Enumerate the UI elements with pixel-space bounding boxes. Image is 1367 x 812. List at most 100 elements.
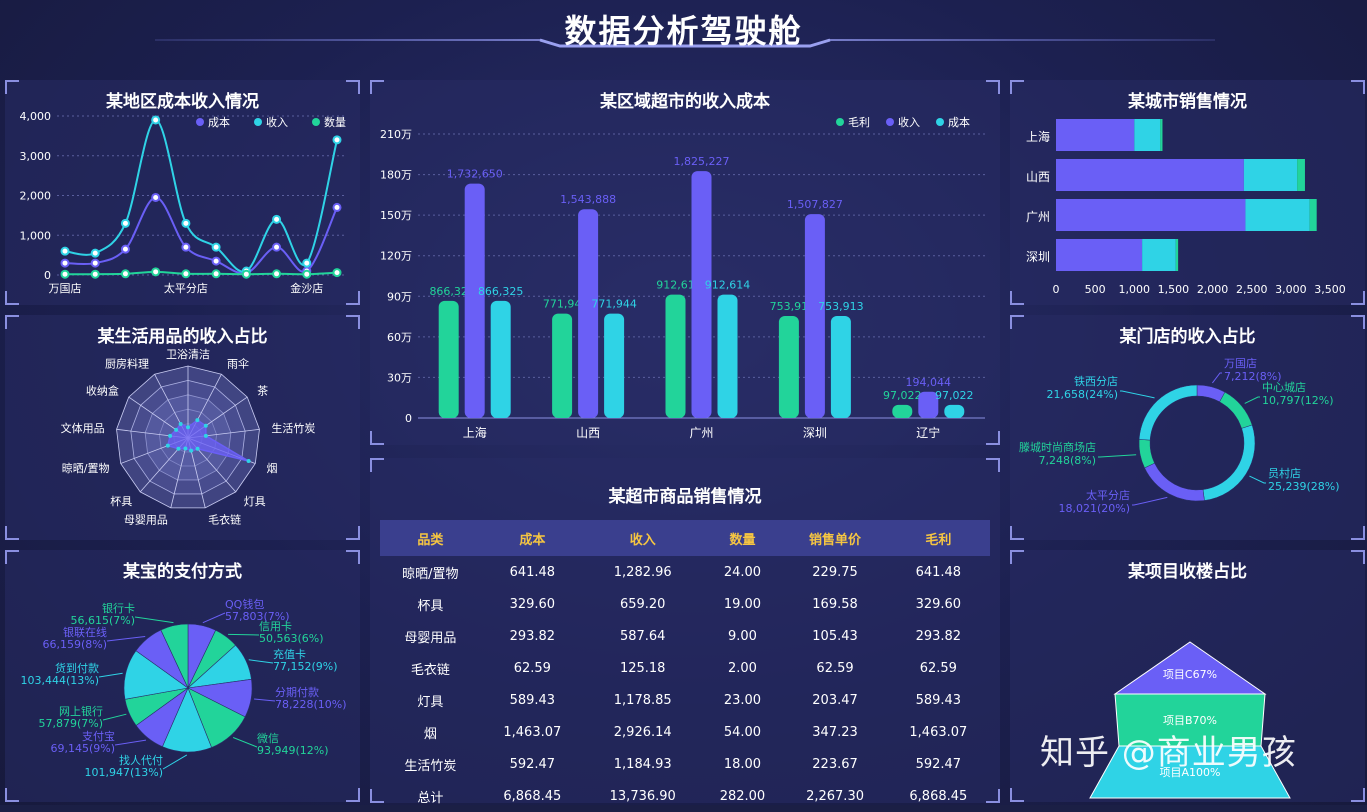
data-point	[90, 258, 100, 268]
data-label: 97,022	[935, 389, 974, 402]
bar	[464, 183, 485, 418]
data-label: 753,91	[770, 300, 809, 313]
bar-segment	[1160, 119, 1163, 151]
panel-title: 某宝的支付方式	[123, 562, 242, 582]
corner	[1351, 80, 1365, 94]
table-cell: 生活竹炭	[404, 758, 457, 774]
y-tick-label: 深圳	[1026, 250, 1050, 264]
slice-name-label: 充值卡	[273, 647, 306, 661]
leader-line	[114, 739, 147, 746]
slice-value-label: 18,021(20%)	[1058, 502, 1130, 515]
data-point	[60, 246, 70, 256]
table-row: 母婴用品 293.82 587.64 9.00 105.43 293.82	[380, 620, 990, 652]
bar	[918, 391, 939, 418]
table-cell: 203.47	[812, 692, 858, 708]
slice-name-label: 找人代付	[119, 753, 163, 767]
y-tick-label: 150万	[380, 209, 412, 222]
corner	[1010, 550, 1024, 564]
legend-label: 成本	[208, 115, 230, 129]
bar-segment	[1297, 159, 1305, 191]
slice-value-label: 7,248(8%)	[1038, 454, 1096, 467]
bar-segment	[1243, 159, 1298, 191]
radar-point	[174, 427, 179, 432]
donut-slice	[1202, 424, 1256, 501]
table-row: 烟 1,463.07 2,926.14 54.00 347.23 1,463.07	[380, 716, 990, 748]
leader-line	[162, 754, 188, 770]
table-header-cell: 毛利	[886, 520, 990, 556]
slice-value-label: 21,658(24%)	[1046, 388, 1118, 401]
data-point	[120, 269, 130, 279]
slice-value-label: 66,159(8%)	[42, 638, 107, 651]
x-tick-label: 3,500	[1314, 283, 1346, 296]
slice-value-label: 69,145(9%)	[50, 742, 115, 755]
y-tick-label: 90万	[387, 290, 412, 303]
leader-line	[1132, 496, 1168, 506]
slice-name-label: 太平分店	[1086, 488, 1130, 502]
data-point	[181, 218, 191, 228]
corner	[1010, 526, 1024, 540]
radar-indicator-label: 烟	[267, 461, 278, 475]
data-point	[151, 115, 161, 125]
data-point	[211, 269, 221, 279]
bar	[691, 171, 712, 418]
table-cell: 6,868.45	[909, 788, 968, 804]
pie-slice	[160, 623, 189, 689]
corner	[986, 789, 1000, 803]
bar-segment	[1056, 199, 1246, 231]
bar	[830, 316, 851, 418]
leader-line	[98, 672, 123, 678]
radar-indicator-label: 晾晒/置物	[62, 461, 110, 475]
corner	[370, 458, 384, 472]
series-line	[64, 118, 338, 273]
slice-value-label: 78,228(10%)	[275, 698, 347, 711]
bar-segment	[1309, 199, 1317, 231]
bar-segment	[1175, 239, 1179, 271]
header: 数据分析驾驶舱	[0, 0, 1367, 62]
table-header-cell: 品类	[380, 520, 481, 556]
corner	[346, 788, 360, 802]
leader-line	[228, 633, 260, 636]
panel-cost-revenue: 某地区成本收入情况 0 1,000 2,000 3,000 4,000 万国店 太平分店 金沙…	[5, 80, 360, 305]
radar-indicator-label: 雨伞	[227, 357, 249, 371]
table-cell: 烟	[423, 726, 437, 742]
bar	[604, 313, 625, 418]
panel-title: 某生活用品的收入占比	[97, 327, 268, 347]
table-cell: 592.47	[509, 756, 556, 772]
data-point	[60, 269, 70, 279]
radar-indicator-label: 杯具	[110, 494, 132, 508]
x-tick-label: 2,000	[1197, 283, 1229, 296]
data-label: 866,32	[429, 285, 468, 298]
leader-line	[202, 612, 226, 624]
slice-name-label: 万国店	[1224, 356, 1257, 370]
bar-segment	[1142, 239, 1176, 271]
table-cell: 9.00	[727, 628, 757, 644]
table-cell: 229.75	[812, 564, 858, 580]
slice-value-label: 56,615(7%)	[70, 614, 135, 627]
table-cell: 6,868.45	[503, 788, 562, 804]
radar-point	[186, 425, 190, 430]
leader-line	[232, 737, 258, 748]
table-cell: 125.18	[619, 660, 666, 676]
panel-title: 某区域超市的收入成本	[600, 92, 770, 112]
slice-value-label: 25,239(28%)	[1268, 480, 1340, 493]
donut-slice	[1138, 439, 1155, 469]
radar-point	[165, 443, 170, 448]
funnel-stage-label: 项目A100%	[1160, 766, 1221, 779]
leader-line	[134, 616, 174, 624]
radar-indicator-label: 厨房料理	[105, 357, 149, 371]
x-tick-label: 金沙店	[290, 281, 323, 295]
bar-segment	[1056, 159, 1244, 191]
funnel-stage-label: 项目B70%	[1163, 714, 1217, 727]
corner	[346, 80, 360, 94]
donut-slice	[1138, 384, 1198, 441]
corner	[986, 431, 1000, 445]
y-tick-label: 2,000	[20, 190, 52, 203]
table-header-cell: 数量	[701, 520, 784, 556]
data-point	[302, 258, 312, 268]
bar	[944, 404, 965, 418]
radar-indicator-label: 茶	[257, 384, 268, 397]
panel-project: 某项目收楼占比 项目C67% 项目B70% 项目A100%	[1010, 550, 1365, 802]
table-cell: 24.00	[723, 564, 762, 580]
y-tick-label: 120万	[380, 250, 412, 263]
